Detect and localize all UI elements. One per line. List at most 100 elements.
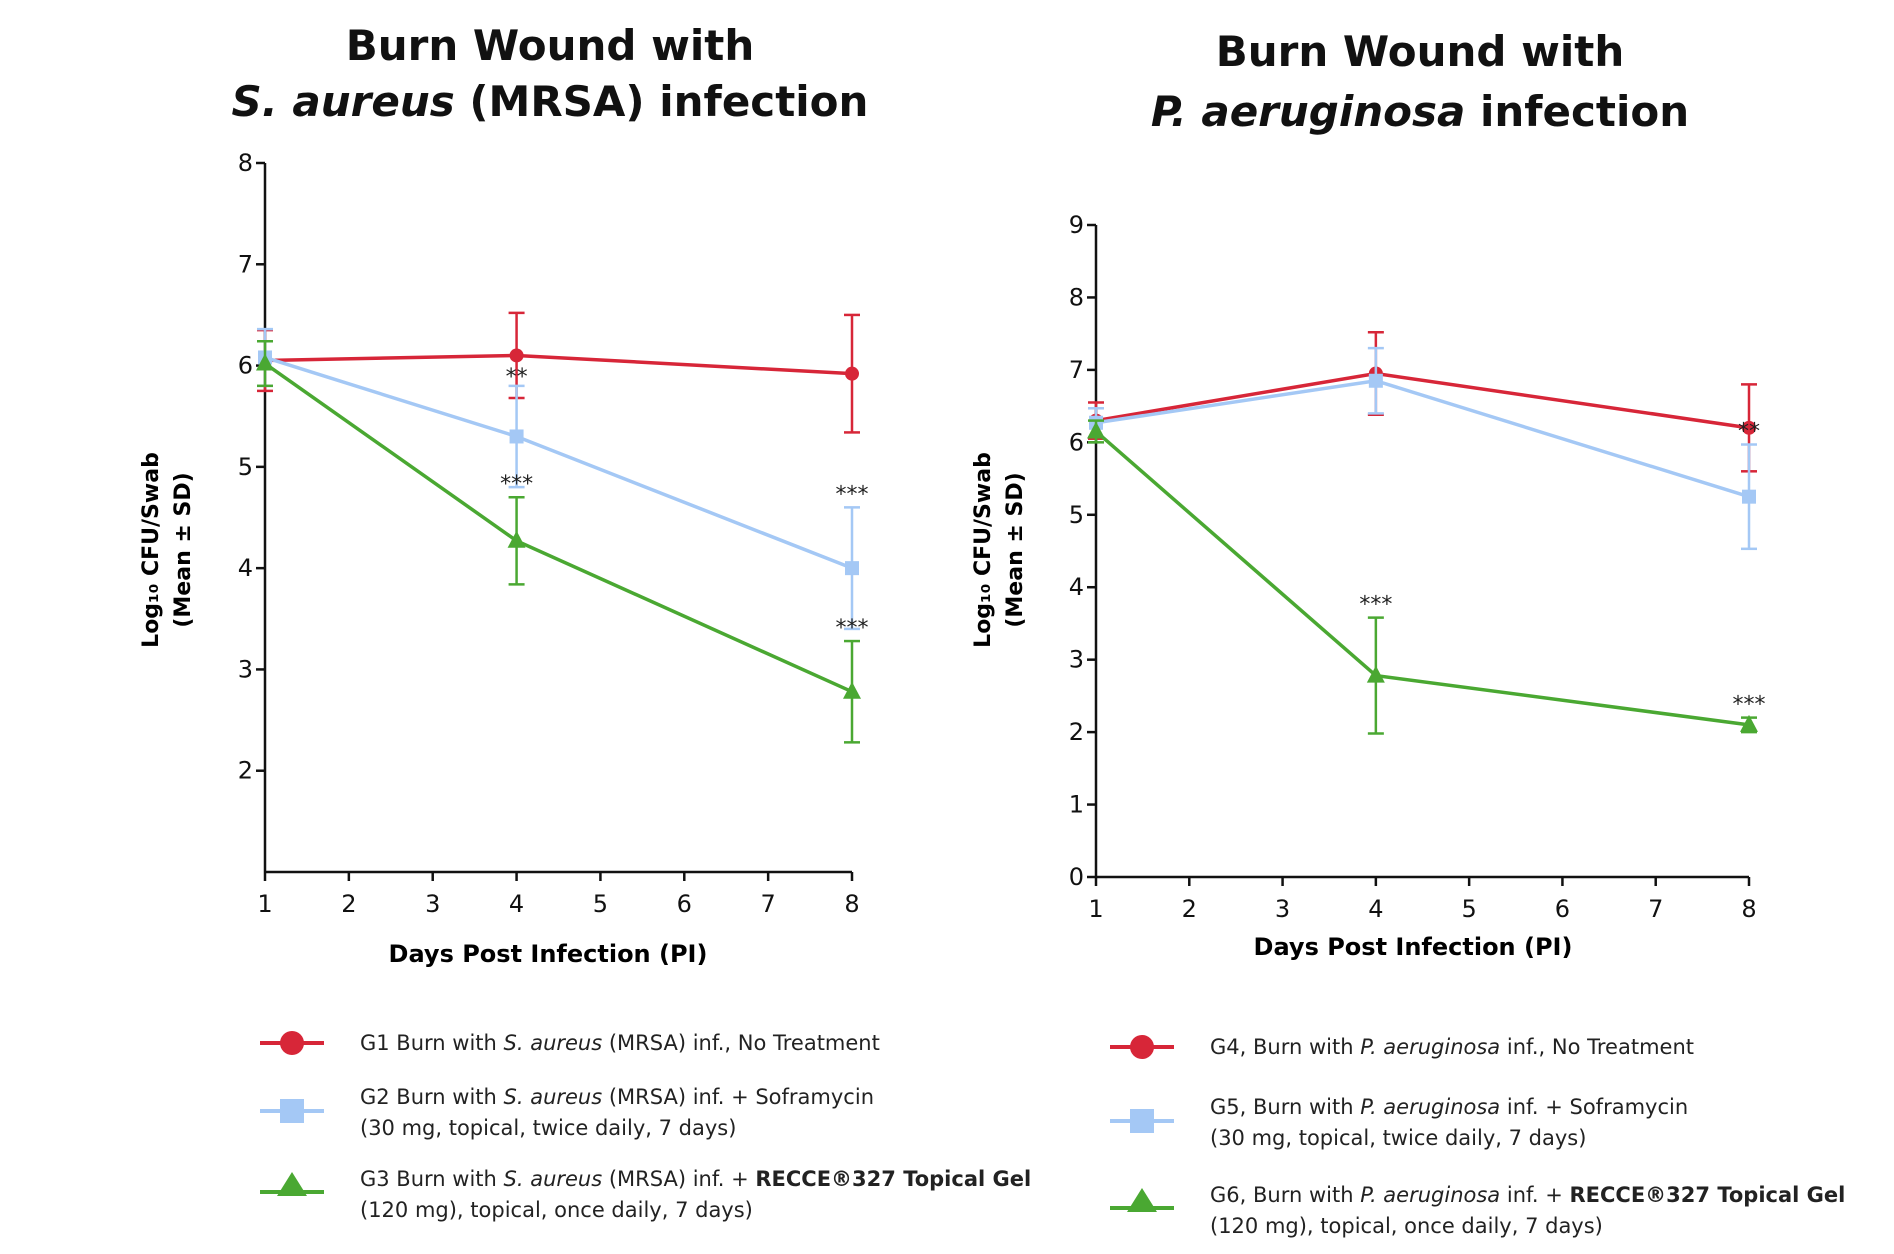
x-tick-label: 5 <box>593 890 608 918</box>
y-tick-label: 1 <box>1069 791 1084 819</box>
y-tick-label: 5 <box>1069 501 1084 529</box>
y-tick-label: 0 <box>1069 863 1084 891</box>
chart-title-left: Burn Wound with S. aureus (MRSA) infecti… <box>180 18 920 130</box>
y-tick-label: 7 <box>1069 356 1084 384</box>
data-point <box>845 366 859 381</box>
x-tick-label: 1 <box>1088 895 1103 923</box>
significance-label: ** <box>1738 420 1760 445</box>
significance-label: *** <box>1359 593 1392 618</box>
y-tick-label: 8 <box>1069 283 1084 311</box>
red-circle-marker-icon <box>260 1031 324 1055</box>
series-red <box>1088 330 1757 473</box>
y-tick-label: 5 <box>238 453 253 481</box>
chart-title-right-species: P. aeruginosa <box>1150 87 1466 136</box>
legend-text: G6, Burn with <box>1210 1183 1361 1207</box>
red-circle-marker-icon <box>1110 1035 1174 1059</box>
x-tick-label: 7 <box>761 890 776 918</box>
y-tick-label: 2 <box>1069 718 1084 746</box>
chart-title-left-rest: (MRSA) infection <box>454 77 869 126</box>
legend-text: G2 Burn with <box>360 1085 504 1109</box>
legend-species: P. aeruginosa <box>1360 1035 1501 1059</box>
axes: 2 3 4 5 6 7 8 1 2 3 4 5 6 7 8 <box>238 149 860 918</box>
chart-title-left-species: S. aureus <box>231 77 455 126</box>
y-tick-label: 2 <box>238 757 253 785</box>
significance-label: ** <box>506 365 528 390</box>
x-tick-label: 2 <box>341 890 356 918</box>
chart-title-left-line2: S. aureus (MRSA) infection <box>180 74 920 130</box>
chart-title-right-line2: P. aeruginosa infection <box>1020 82 1820 142</box>
x-tick-label: 6 <box>677 890 692 918</box>
data-point <box>256 353 274 371</box>
series-green: *** *** <box>1087 419 1766 735</box>
series-blue: ***** <box>257 327 869 631</box>
y-axis-label-line1: Log₁₀ CFU/Swab <box>139 452 164 648</box>
chart-title-right: Burn Wound with P. aeruginosa infection <box>1020 22 1820 142</box>
chart-title-left-line1: Burn Wound with <box>345 21 755 70</box>
legend-text: G5, Burn with <box>1210 1095 1361 1119</box>
x-tick-label: 3 <box>425 890 440 918</box>
x-tick-label: 5 <box>1462 895 1477 923</box>
legend-text: G4, Burn with <box>1210 1035 1361 1059</box>
y-axis-label-line1: Log₁₀ CFU/Swab <box>971 452 996 648</box>
x-axis-label: Days Post Infection (PI) <box>389 940 708 968</box>
x-tick-label: 7 <box>1648 895 1663 923</box>
y-tick-label: 4 <box>238 554 253 582</box>
legend-text: inf., No Treatment <box>1500 1035 1694 1059</box>
x-tick-label: 3 <box>1275 895 1290 923</box>
y-tick-label: 9 <box>1069 211 1084 239</box>
y-tick-label: 4 <box>1069 573 1084 601</box>
legend-species: S. aureus <box>503 1085 603 1109</box>
x-tick-label: 2 <box>1182 895 1197 923</box>
x-tick-label: 8 <box>1741 895 1756 923</box>
data-point <box>1087 421 1105 439</box>
y-tick-label: 8 <box>238 149 253 177</box>
legend-text: G1 Burn with <box>360 1031 504 1055</box>
series-line <box>1095 371 1750 430</box>
y-tick-label: 6 <box>1069 428 1084 456</box>
x-tick-label: 6 <box>1555 895 1570 923</box>
legend-text-line2: (120 mg), topical, once daily, 7 days) <box>1210 1214 1603 1238</box>
legend-species: P. aeruginosa <box>1360 1183 1501 1207</box>
x-tick-label: 4 <box>1368 895 1383 923</box>
blue-square-marker-icon <box>260 1099 324 1123</box>
x-axis-label: Days Post Infection (PI) <box>1254 933 1573 961</box>
series-line <box>1095 378 1750 499</box>
data-point <box>509 429 524 444</box>
data-point <box>1368 373 1383 388</box>
significance-label: *** <box>500 472 533 497</box>
green-triangle-marker-icon <box>260 1172 324 1196</box>
legend-product: RECCE®327 Topical Gel <box>1569 1183 1846 1207</box>
data-point <box>1366 665 1385 683</box>
series-line <box>1094 430 1750 727</box>
data-point <box>1742 420 1756 435</box>
y-tick-label: 3 <box>238 655 253 683</box>
y-tick-label: 3 <box>1069 646 1084 674</box>
y-axis-label-line2: (Mean ± SD) <box>171 472 196 627</box>
significance-label: *** <box>836 482 869 507</box>
legend-text: (MRSA) inf., No Treatment <box>602 1031 880 1055</box>
green-triangle-marker-icon <box>1110 1188 1174 1212</box>
y-tick-label: 6 <box>238 352 253 380</box>
blue-square-marker-icon <box>1110 1109 1174 1133</box>
data-point <box>507 530 526 548</box>
legend-text: (MRSA) inf. + Soframycin <box>602 1085 874 1109</box>
series-green: *** *** <box>256 340 869 744</box>
legend-species: S. aureus <box>503 1031 603 1055</box>
legend-text-line2: (30 mg, topical, twice daily, 7 days) <box>360 1116 737 1140</box>
legend-text: G3 Burn with <box>360 1167 504 1191</box>
chart-title-right-line1: Burn Wound with <box>1215 27 1625 76</box>
series-blue: ** <box>1088 346 1760 551</box>
legend-text: inf. + <box>1500 1183 1570 1207</box>
legend-pseudomonas: G4, Burn with P. aeruginosa inf., No Tre… <box>1110 1032 1890 1238</box>
legend-text-line2: (30 mg, topical, twice daily, 7 days) <box>1210 1126 1587 1150</box>
data-point <box>1742 489 1756 504</box>
x-tick-label: 8 <box>844 890 859 918</box>
y-axis-label-line2: (Mean ± SD) <box>1003 472 1028 627</box>
data-point <box>1740 714 1758 732</box>
legend-text: (MRSA) inf. + <box>602 1167 756 1191</box>
significance-label: *** <box>1733 693 1766 718</box>
chart-title-right-rest: infection <box>1465 87 1690 136</box>
